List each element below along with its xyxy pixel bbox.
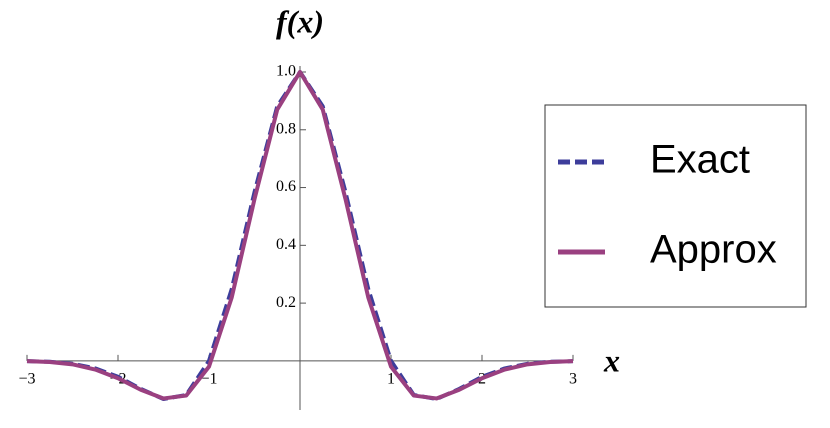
legend-label: Exact — [650, 138, 750, 182]
x-tick-label: −3 — [18, 371, 35, 388]
y-tick-label: 0.8 — [276, 120, 296, 137]
y-tick-label: 0.6 — [276, 178, 296, 195]
y-tick-label: 0.2 — [276, 294, 296, 311]
y-tick-label: 1.0 — [276, 63, 296, 80]
legend-label: Approx — [650, 228, 777, 272]
y-axis-label: f(x) — [276, 3, 324, 39]
y-tick-label: 0.4 — [276, 236, 296, 253]
x-axis-label: x — [603, 342, 620, 378]
legend-box — [544, 104, 807, 308]
x-tick-label: 1 — [387, 371, 395, 388]
series-line — [26, 70, 574, 401]
x-tick-label: 3 — [569, 371, 577, 388]
